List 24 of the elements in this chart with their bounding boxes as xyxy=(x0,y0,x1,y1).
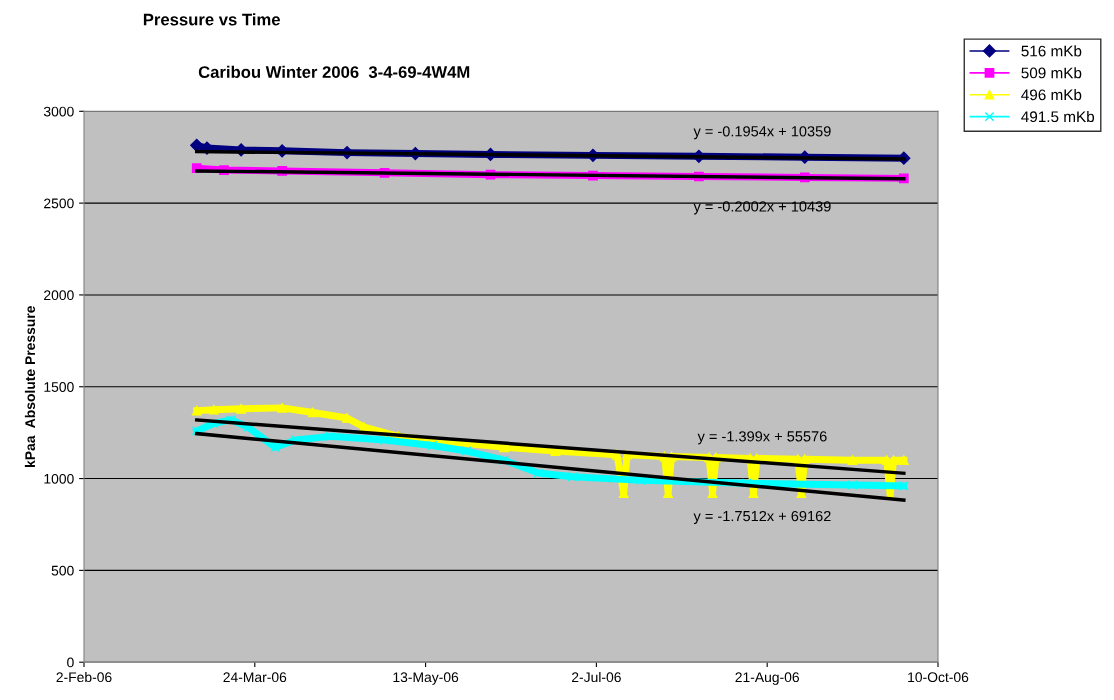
x-tick-label: 2-Feb-06 xyxy=(56,671,112,683)
y-tick-label: 0 xyxy=(67,657,74,668)
legend-label: 516 mKb xyxy=(1021,45,1082,57)
y-tick-label: 1000 xyxy=(44,473,74,484)
x-tick-label: 2-Jul-06 xyxy=(572,671,621,683)
y-tick-label: 1500 xyxy=(44,382,74,392)
legend-label: 496 mKb xyxy=(1021,89,1082,101)
annotation: y = -1.399x + 55576 xyxy=(697,431,827,445)
y-axis-title: kPaa Absolute Pressure xyxy=(24,306,36,467)
y-tick-label: 3000 xyxy=(43,106,74,117)
x-tick-label: 13-May-06 xyxy=(393,672,459,685)
legend-label: 509 mKb xyxy=(1021,67,1082,79)
legend-label: 491.5 mKb xyxy=(1021,110,1095,123)
y-tick-label: 2500 xyxy=(44,198,74,209)
x-tick-label: 21-Aug-06 xyxy=(735,672,800,685)
chart-title: Pressure vs Time xyxy=(143,13,280,26)
x-tick-label: 10-Oct-06 xyxy=(908,672,969,683)
annotation: y = -1.7512x + 69162 xyxy=(693,510,831,525)
annotation: y = -0.2002x + 10439 xyxy=(693,201,831,215)
annotation: y = -0.1954x + 10359 xyxy=(693,126,831,140)
y-tick-label: 2000 xyxy=(44,290,74,301)
y-tick-label: 500 xyxy=(51,565,74,576)
x-tick-label: 24-Mar-06 xyxy=(223,672,287,683)
chart-subtitle: Caribou Winter 2006 3-4-69-4W4M xyxy=(198,65,470,78)
